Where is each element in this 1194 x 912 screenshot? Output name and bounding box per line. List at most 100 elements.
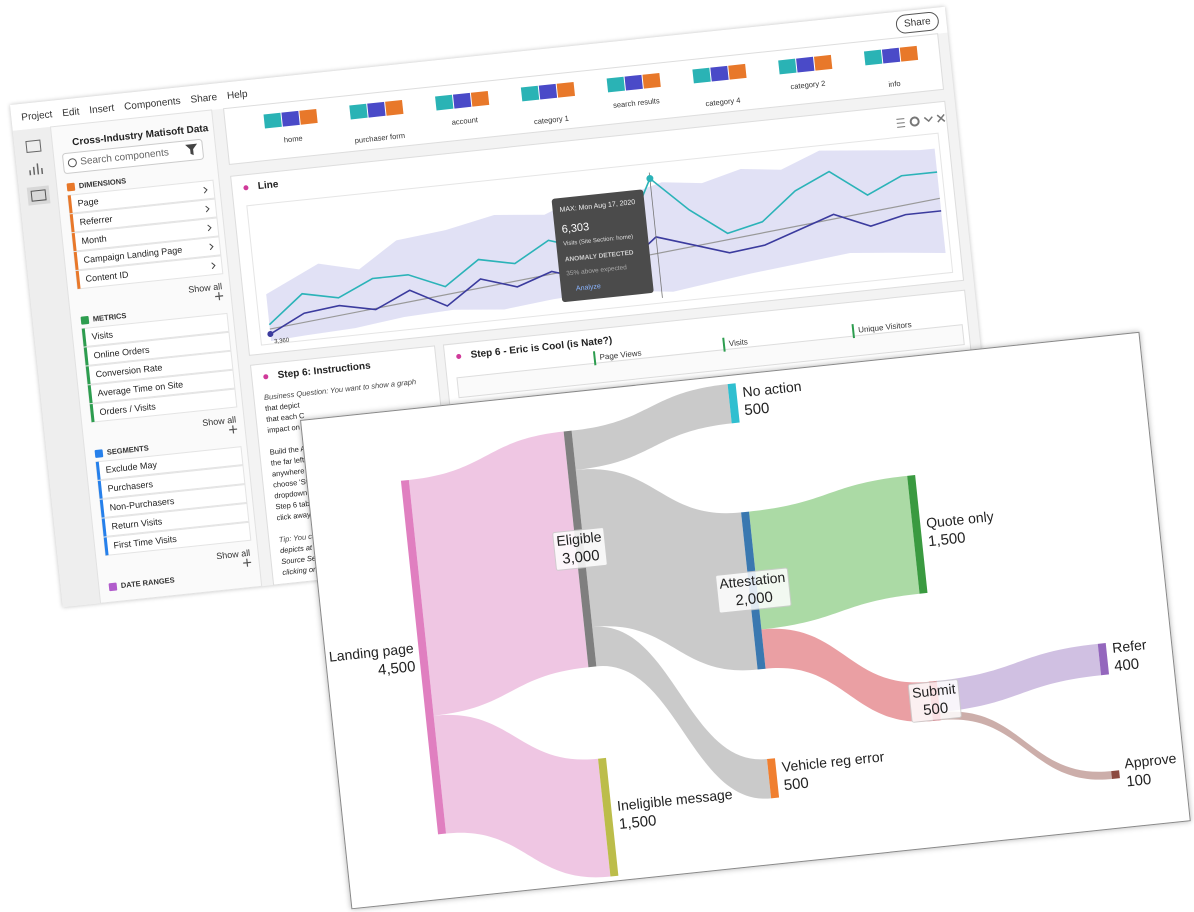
sankey-link[interactable] [433,699,611,893]
menu-item[interactable]: Project [21,109,53,123]
bar-top [624,74,643,91]
sankey-link[interactable] [406,431,592,716]
component-name[interactable]: Referrer [79,214,113,227]
add-icon[interactable] [229,425,238,434]
column-bar [851,324,855,339]
component-type-bar [83,347,89,366]
instruction-line: the far left [270,455,305,468]
sankey-link[interactable] [940,695,1112,796]
settings-icon[interactable] [909,116,920,127]
x-tick-label: home [283,134,303,145]
instruction-line: Source Set [281,553,320,566]
chevron [205,205,210,213]
show-all[interactable]: Show all [202,414,237,428]
component-row[interactable] [89,388,238,423]
add-icon[interactable] [243,558,252,567]
component-type-bar [89,403,95,423]
instruction-line: Step 6 tabl [275,499,312,512]
column-header[interactable]: Page Views [599,348,642,361]
bar-top [728,63,747,80]
component-name[interactable]: Page [77,196,99,208]
bar-top [813,54,833,71]
section-title: SEGMENTS [106,443,149,456]
section-title: METRICS [92,311,127,323]
rail-icon [25,139,42,154]
tooltip [551,189,654,303]
chevron [203,186,208,194]
component-name[interactable]: Purchasers [107,479,154,494]
sankey-node[interactable] [907,475,928,594]
sankey-link[interactable] [761,613,933,738]
panel-dot [243,185,249,191]
sankey-node[interactable] [1111,770,1120,779]
bar-top [470,90,490,107]
instruction-line: Tip: You ca [278,531,316,544]
add-icon[interactable] [215,292,224,301]
panel-title: Line [257,179,279,192]
panel-icon[interactable] [896,118,906,128]
panel-dot [263,374,269,380]
sankey-node[interactable] [727,383,740,424]
sankey-node[interactable] [766,758,780,799]
sankey-link[interactable] [575,453,758,686]
x-tick-label: info [888,79,901,89]
filter-icon[interactable] [185,143,198,156]
node-label: Approve [1124,750,1178,771]
show-all[interactable]: Show all [188,281,223,295]
sankey-link[interactable] [747,475,921,630]
bar-top [881,47,901,64]
rail-icon [29,163,44,176]
menu-item[interactable]: Share [190,92,218,106]
component-type-bar [99,499,105,518]
x-tick-label: category 4 [705,96,741,109]
component-name[interactable]: Month [81,234,107,247]
menu-item[interactable]: Edit [62,106,81,119]
chevron [211,262,216,270]
sankey-node[interactable] [598,757,619,877]
component-name[interactable]: Content ID [85,269,129,283]
component-name[interactable]: Visits [91,329,114,341]
menu-item[interactable]: Help [226,89,248,102]
instruction-line: that each C [266,411,306,424]
sankey-chart: Landing page4,500Eligible3,000Ineligible… [328,378,1178,893]
component-row[interactable] [83,331,232,367]
sankey-link[interactable] [935,643,1103,713]
component-row[interactable] [101,502,250,538]
node-label: Refer [1111,636,1147,656]
tooltip-action[interactable]: Analyze [576,283,602,293]
collapse-icon[interactable] [923,116,933,123]
component-type-bar [103,537,109,556]
bar-top [520,85,540,102]
component-row[interactable] [95,446,244,481]
section-icon [94,449,104,458]
column-header[interactable]: Visits [728,337,748,348]
search-box[interactable] [62,138,204,174]
sankey-node[interactable] [1097,643,1110,676]
table-header [456,324,965,399]
component-row[interactable] [69,198,218,233]
node-label: Eligible [556,528,603,549]
component-type-bar [81,328,87,347]
component-type-bar [85,366,91,385]
show-all[interactable]: Show all [216,548,251,562]
sankey-link[interactable] [592,610,772,815]
node-value: 1,500 [618,812,657,833]
menu-item[interactable]: Insert [89,103,115,117]
left-rail [12,126,101,608]
sankey-node[interactable] [400,479,447,835]
section-icon [66,182,76,192]
bar-top [349,103,368,120]
node-label: Ineligible message [616,786,733,814]
instruction-line: dropdown. [274,488,310,501]
bar-top [778,58,797,75]
bar-top [367,101,386,118]
close-icon[interactable] [936,113,946,123]
component-type-bar [97,480,103,499]
bar-top [299,109,318,125]
component-type-bar [101,518,107,537]
bar-top [452,92,472,109]
crosshair [648,172,663,298]
share-button-label[interactable]: Share [904,16,932,30]
sankey-link[interactable] [568,384,734,470]
share-button[interactable] [895,11,940,34]
